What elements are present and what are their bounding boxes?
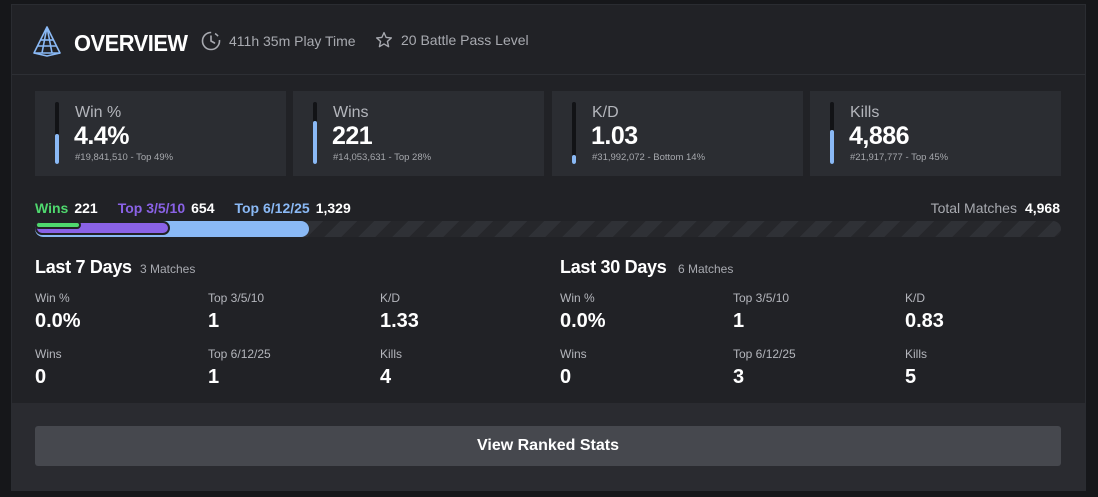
stat-card-kills: Kills 4,886 #21,917,777 - Top 45% [810, 91, 1061, 176]
cell-label: Win % [35, 291, 70, 305]
cell-value: 0.0% [560, 310, 606, 332]
play-time-label: 411h 35m Play Time [229, 33, 356, 49]
stat-level-bar [55, 102, 59, 164]
cell-value: 1.33 [380, 310, 419, 332]
stat-rank: #31,992,072 - Bottom 14% [592, 152, 706, 163]
last30-wins: Wins 0 [560, 347, 587, 389]
last7-title: Last 7 Days [35, 257, 132, 277]
last30-count: 6 Matches [678, 262, 734, 276]
cell-value: 1 [208, 310, 220, 332]
stat-label: Wins [333, 104, 369, 121]
last7-top3: Top 3/5/10 1 [208, 291, 264, 333]
last30-title: Last 30 Days [560, 257, 667, 277]
total-matches-value: 4,968 [1024, 200, 1060, 216]
cell-value: 0 [35, 366, 47, 388]
progress-wins-segment [35, 221, 81, 229]
placement-progress-bar [35, 221, 1061, 237]
legend-top6-label: Top 6/12/25 [234, 200, 310, 216]
stat-card-win-pct: Win % 4.4% #19,841,510 - Top 49% [35, 91, 286, 176]
cell-label: K/D [380, 291, 401, 305]
stat-label: Kills [850, 104, 880, 121]
stat-level-bar [572, 102, 576, 164]
last30-top3: Top 3/5/10 1 [733, 291, 789, 333]
stat-rank: #14,053,631 - Top 28% [333, 152, 432, 163]
stat-card-kd: K/D 1.03 #31,992,072 - Bottom 14% [552, 91, 803, 176]
last30-kd: K/D 0.83 [905, 291, 944, 333]
last30-win-pct: Win % 0.0% [560, 291, 606, 333]
cell-label: Win % [560, 291, 595, 305]
legend-top3-value: 654 [191, 200, 215, 216]
battle-pass-label: 20 Battle Pass Level [401, 32, 529, 48]
stat-value: 1.03 [591, 122, 638, 150]
cell-label: Top 6/12/25 [208, 347, 271, 361]
legend-wins-value: 221 [74, 200, 98, 216]
cell-label: Top 3/5/10 [733, 291, 790, 305]
cell-value: 1 [208, 366, 220, 388]
cell-label: Kills [380, 347, 403, 361]
star-icon [375, 31, 393, 48]
last7-win-pct: Win % 0.0% [35, 291, 81, 333]
battle-pass: 20 Battle Pass Level [375, 31, 529, 49]
cell-value: 5 [905, 366, 917, 388]
cell-value: 1 [733, 310, 745, 332]
last7-kd: K/D 1.33 [380, 291, 419, 333]
play-time: 411h 35m Play Time [201, 31, 356, 51]
total-matches-label: Total Matches [930, 200, 1017, 216]
page-title: OVERVIEW [74, 30, 188, 56]
cell-label: Top 6/12/25 [733, 347, 796, 361]
overview-panel: OVERVIEW 411h 35m Play Time 20 Battle Pa… [11, 4, 1086, 491]
cell-value: 3 [733, 366, 745, 388]
stat-label: Win % [75, 104, 122, 121]
stat-value: 4.4% [74, 122, 129, 150]
cell-label: Wins [35, 347, 62, 361]
overview-header: OVERVIEW 411h 35m Play Time 20 Battle Pa… [12, 5, 1085, 75]
cell-label: K/D [905, 291, 926, 305]
stat-label: K/D [592, 104, 619, 121]
total-matches: Total Matches 4,968 [931, 200, 1060, 216]
stat-level-bar [313, 102, 317, 164]
view-ranked-stats-button[interactable]: View Ranked Stats [35, 426, 1061, 466]
legend-top6-value: 1,329 [315, 200, 351, 216]
cell-value: 0.0% [35, 310, 81, 332]
cell-label: Wins [560, 347, 587, 361]
stat-level-fill [55, 134, 59, 164]
cell-value: 0 [560, 366, 572, 388]
last7-kills: Kills 4 [380, 347, 402, 389]
stat-rank: #21,917,777 - Top 45% [850, 152, 949, 163]
stat-value: 221 [332, 122, 373, 150]
stat-level-fill [572, 155, 576, 164]
stat-card-wins: Wins 221 #14,053,631 - Top 28% [293, 91, 544, 176]
cell-label: Kills [905, 347, 928, 361]
cell-label: Top 3/5/10 [208, 291, 265, 305]
panel-footer: View Ranked Stats [12, 403, 1085, 490]
pyramid-logo-icon [33, 26, 61, 57]
placement-legend: Wins 221 Top 3/5/10 654 Top 6/12/25 1,32… [35, 200, 371, 216]
stat-value: 4,886 [849, 122, 910, 150]
legend-wins-label: Wins [35, 200, 69, 216]
last7-top6: Top 6/12/25 1 [208, 347, 271, 389]
cell-value: 0.83 [905, 310, 944, 332]
stat-level-fill [830, 129, 834, 164]
stat-level-bar [830, 102, 834, 164]
legend-top3-label: Top 3/5/10 [117, 200, 186, 216]
clock-icon [201, 31, 221, 51]
last7-wins: Wins 0 [35, 347, 62, 389]
cell-value: 4 [380, 366, 392, 388]
stat-rank: #19,841,510 - Top 49% [75, 152, 174, 163]
last30-kills: Kills 5 [905, 347, 927, 389]
stat-level-fill [313, 120, 317, 164]
last7-count: 3 Matches [140, 262, 196, 276]
last30-top6: Top 6/12/25 3 [733, 347, 796, 389]
